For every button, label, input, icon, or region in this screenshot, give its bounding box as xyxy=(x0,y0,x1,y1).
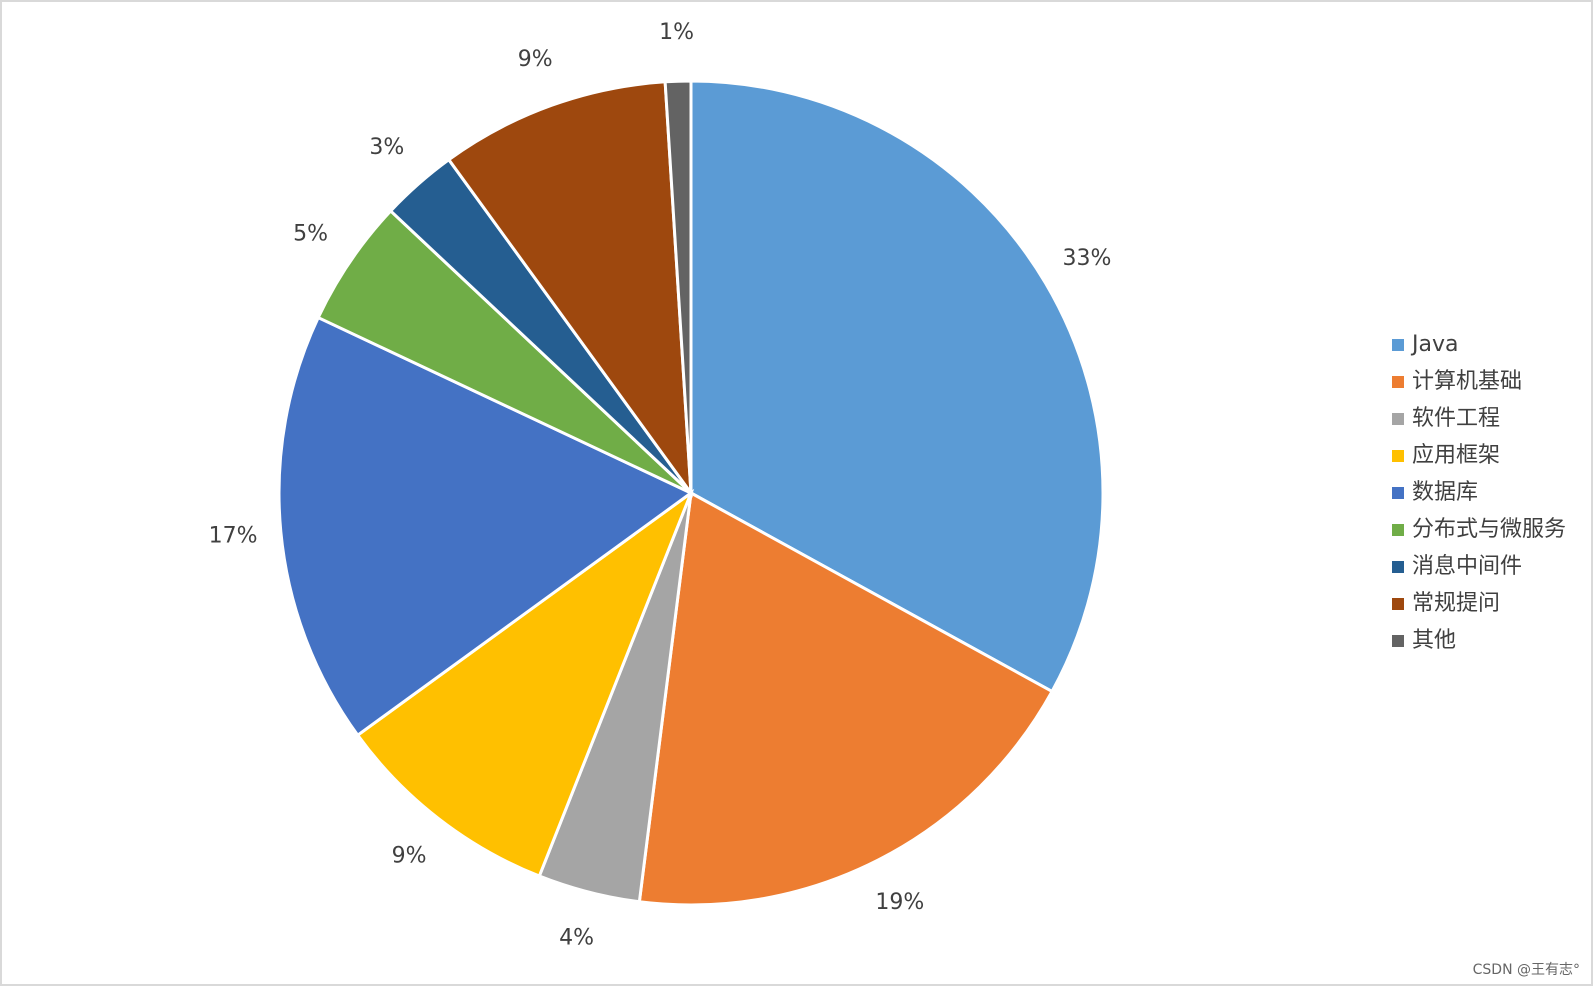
legend-swatch xyxy=(1392,376,1404,388)
data-label: 33% xyxy=(1062,246,1111,271)
pie-slice xyxy=(277,315,694,738)
legend-label: 计算机基础 xyxy=(1412,369,1522,394)
legend-swatch xyxy=(1392,487,1404,499)
data-label: 9% xyxy=(392,843,427,868)
legend-label: 应用框架 xyxy=(1412,443,1500,468)
pie-slice xyxy=(355,488,695,879)
data-label: 19% xyxy=(875,890,924,915)
legend-label: 分布式与微服务 xyxy=(1412,517,1566,542)
watermark: CSDN @王有志° xyxy=(1473,962,1580,978)
pie-slice xyxy=(637,490,1055,907)
legend-label: 常规提问 xyxy=(1412,591,1500,616)
legend-label: 其他 xyxy=(1412,628,1456,653)
legend-label: 软件工程 xyxy=(1412,406,1500,431)
legend-label: Java xyxy=(1410,332,1458,357)
pie-slice xyxy=(446,80,693,499)
legend-swatch xyxy=(1392,413,1404,425)
data-label: 5% xyxy=(293,221,328,246)
legend-swatch xyxy=(1392,635,1404,647)
legend-swatch xyxy=(1392,598,1404,610)
legend-swatch xyxy=(1392,450,1404,462)
legend-label: 数据库 xyxy=(1412,480,1478,505)
data-label: 17% xyxy=(209,523,258,548)
data-label: 3% xyxy=(369,135,404,160)
legend-swatch xyxy=(1392,524,1404,536)
legend-swatch xyxy=(1392,561,1404,573)
data-label: 9% xyxy=(518,47,553,72)
legend-label: 消息中间件 xyxy=(1412,554,1522,579)
pie-slice xyxy=(689,79,1105,694)
pie-slice xyxy=(663,79,693,494)
data-label: 1% xyxy=(659,20,694,45)
legend-swatch xyxy=(1392,339,1404,351)
data-label: 4% xyxy=(559,926,594,951)
